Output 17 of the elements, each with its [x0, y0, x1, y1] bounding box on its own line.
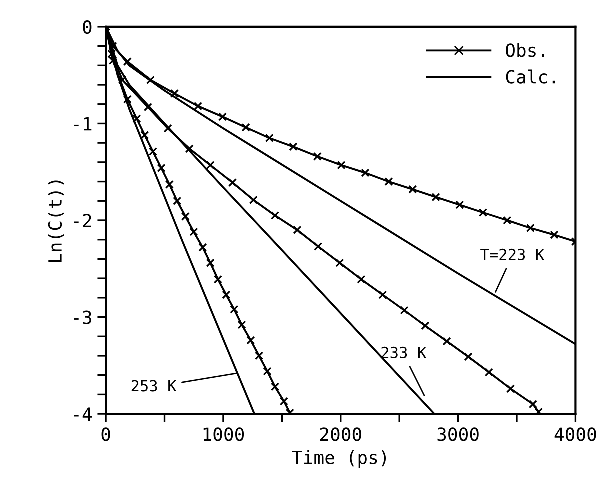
x-tick-label: 0: [102, 428, 110, 442]
legend-label: Calc.: [506, 70, 556, 84]
x-tick-label: 4000: [554, 428, 596, 442]
x-tick-label: 3000: [438, 428, 479, 442]
annotation: T=223 K: [480, 248, 545, 260]
y-tick-label: -4: [74, 408, 92, 421]
x-tick-label: 1000: [204, 428, 244, 442]
y-tick-label: -2: [74, 214, 92, 228]
annotation: 233 K: [382, 346, 427, 358]
y-axis-title: Ln(C(t)): [48, 180, 64, 262]
y-tick-label: 0: [83, 20, 92, 34]
legend-label: Obs.: [506, 43, 544, 58]
annotation: 253 K: [132, 380, 177, 392]
x-tick-label: 2000: [320, 428, 362, 442]
x-axis-title: Time (ps): [292, 450, 386, 468]
y-tick-label: -1: [74, 117, 92, 131]
y-tick-label: -3: [74, 310, 92, 324]
